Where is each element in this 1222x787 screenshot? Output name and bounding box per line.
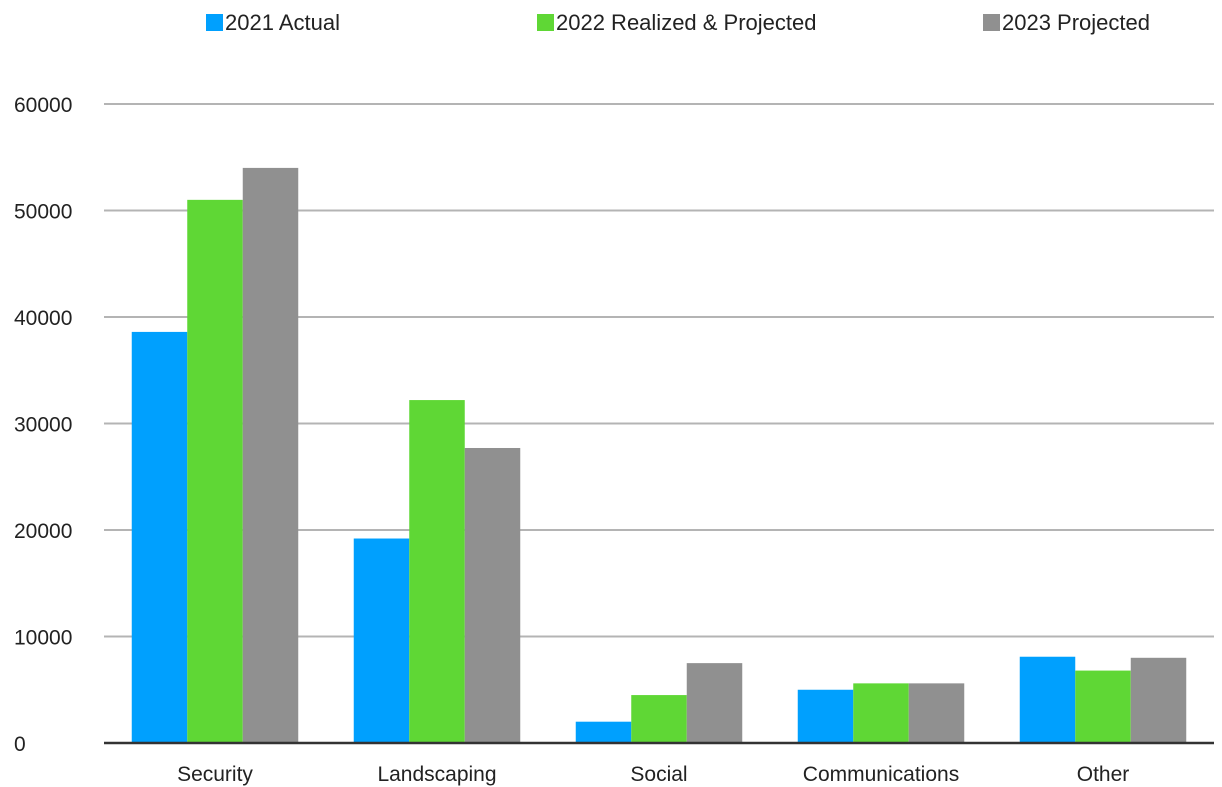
- y-tick-label: 50000: [14, 201, 72, 224]
- y-tick-label: 40000: [14, 307, 72, 330]
- legend-label: 2023 Projected: [1002, 10, 1150, 35]
- bar-landscaping-series-2: [464, 447, 521, 743]
- legend-label: 2022 Realized & Projected: [556, 10, 817, 35]
- x-tick-label: Other: [1077, 763, 1130, 786]
- bars: [131, 167, 1187, 744]
- legend-swatch: [983, 14, 1000, 31]
- x-axis-categories: Security Landscaping Social Communications O…: [177, 763, 1129, 786]
- bar-landscaping-series-0: [353, 538, 410, 743]
- x-tick-label: Social: [630, 763, 687, 786]
- y-tick-label: 60000: [14, 94, 72, 117]
- bar-communications-series-1: [853, 683, 909, 743]
- bar-other-series-1: [1075, 670, 1131, 743]
- legend-swatch: [537, 14, 554, 31]
- x-tick-label: Security: [177, 763, 253, 786]
- bar-other-series-2: [1130, 657, 1187, 743]
- bar-security-series-1: [187, 199, 243, 744]
- bar-other-series-0: [1019, 656, 1076, 743]
- x-tick-label: Communications: [803, 763, 959, 786]
- legend-label: 2021 Actual: [225, 10, 340, 35]
- bar-landscaping-series-1: [409, 400, 465, 743]
- bar-security-series-2: [242, 167, 299, 743]
- bar-communications-series-2: [908, 683, 965, 743]
- bar-security-series-0: [131, 331, 188, 743]
- y-tick-label: 0: [14, 733, 26, 756]
- bar-social-series-1: [631, 695, 687, 743]
- x-tick-label: Landscaping: [377, 763, 496, 786]
- legend-swatch: [206, 14, 223, 31]
- bar-social-series-2: [686, 663, 743, 743]
- bar-communications-series-0: [797, 689, 854, 743]
- y-tick-label: 20000: [14, 520, 72, 543]
- y-axis-ticks: 0 10000 20000 30000 40000 50000 60000: [14, 94, 72, 756]
- y-tick-label: 30000: [14, 414, 72, 437]
- bar-social-series-0: [575, 721, 632, 743]
- y-tick-label: 10000: [14, 627, 72, 650]
- legend: 2021 Actual 2022 Realized & Projected 2023…: [206, 10, 1150, 35]
